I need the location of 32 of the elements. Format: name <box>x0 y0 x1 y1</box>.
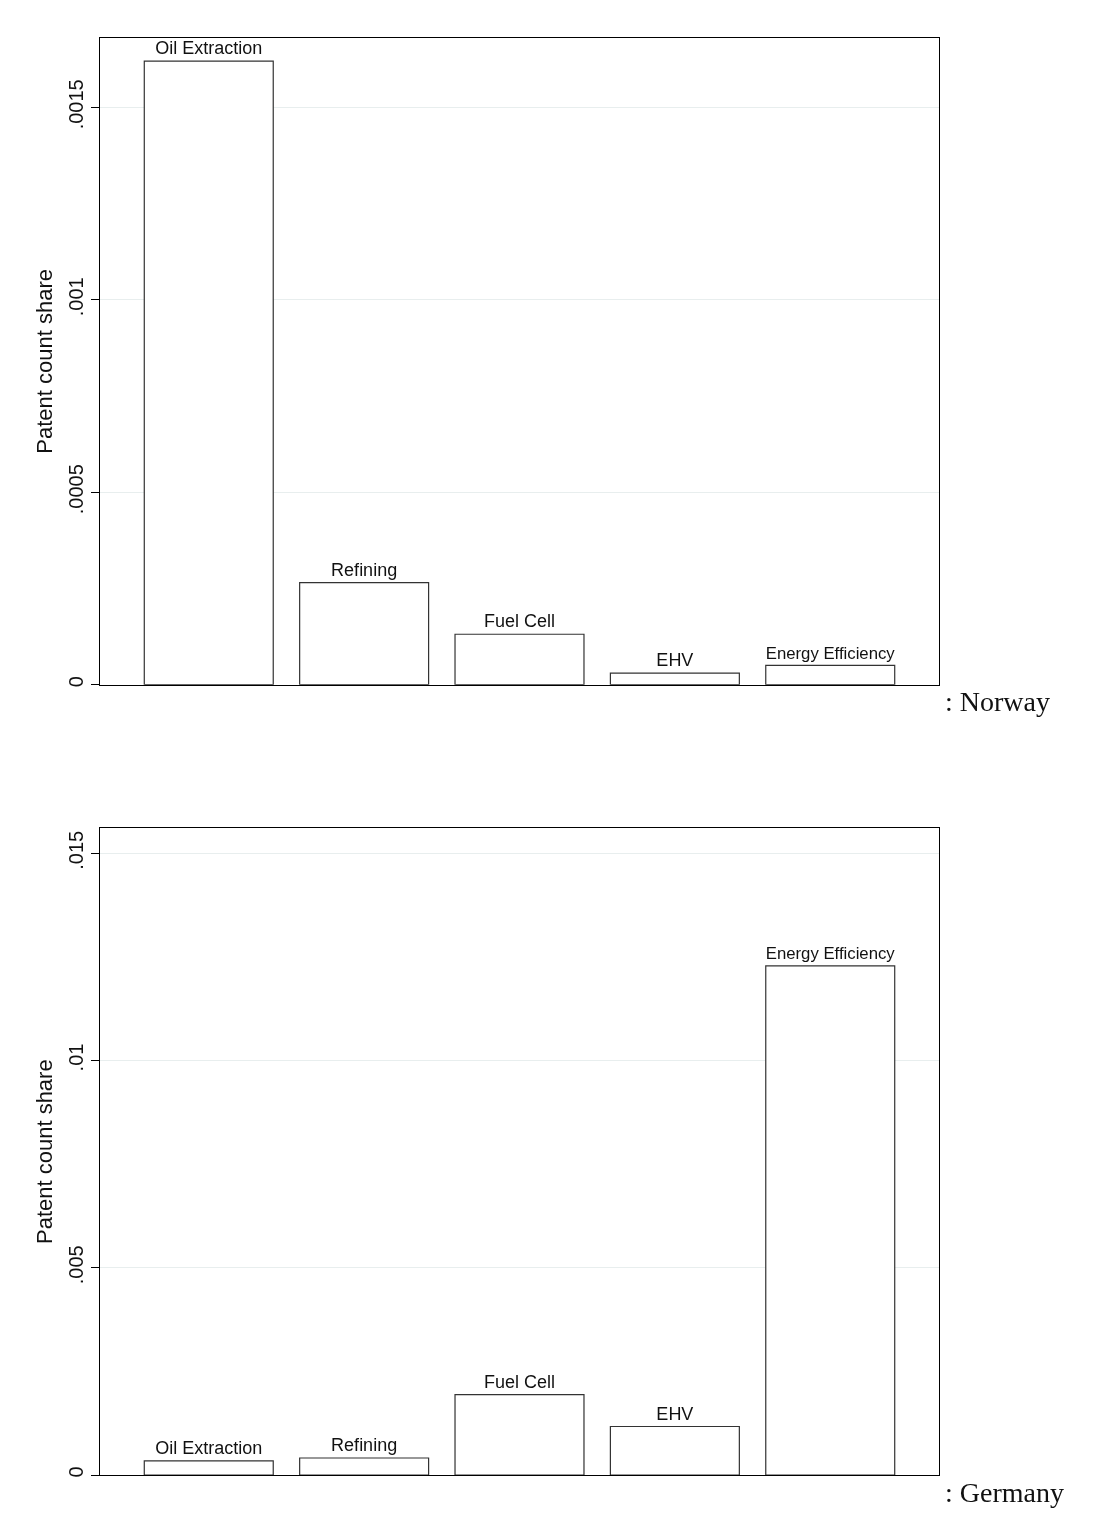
x-tick-label: Energy Efficiency <box>765 643 896 663</box>
bar <box>765 965 896 1475</box>
x-tick-label: Fuel Cell <box>483 611 556 632</box>
bar <box>299 1457 430 1475</box>
bar <box>454 1393 585 1475</box>
bar <box>143 1460 274 1475</box>
x-tick-label: Energy Efficiency <box>765 944 896 964</box>
x-tick-label: Refining <box>331 1435 398 1455</box>
bar <box>765 664 896 685</box>
y-axis-title: Patent count share <box>31 268 57 454</box>
x-tick-label: Fuel Cell <box>483 1371 556 1392</box>
y-tick-label: .0015 <box>64 79 87 130</box>
text: : Germany <box>945 1477 1064 1508</box>
y-tick-label: 0 <box>64 1466 87 1478</box>
bar <box>454 633 585 685</box>
bar <box>609 1425 740 1475</box>
y-tick-label: .015 <box>64 830 87 870</box>
bar <box>299 582 430 685</box>
text: : Norway <box>945 686 1050 717</box>
y-tick-label: .001 <box>64 277 87 317</box>
x-tick-label: Oil Extraction <box>155 1437 263 1458</box>
bar <box>609 672 740 685</box>
y-tick-label: .0005 <box>64 464 87 515</box>
x-tick-label: Oil Extraction <box>155 38 263 59</box>
x-tick-label: EHV <box>656 1403 694 1424</box>
y-tick-label: 0 <box>64 676 87 688</box>
x-tick-label: EHV <box>656 650 694 671</box>
y-tick-label: .01 <box>64 1043 87 1072</box>
bar <box>143 60 274 685</box>
y-axis-title: Patent count share <box>31 1059 57 1245</box>
x-tick-label: Refining <box>331 559 398 580</box>
y-tick-label: .005 <box>64 1245 87 1285</box>
